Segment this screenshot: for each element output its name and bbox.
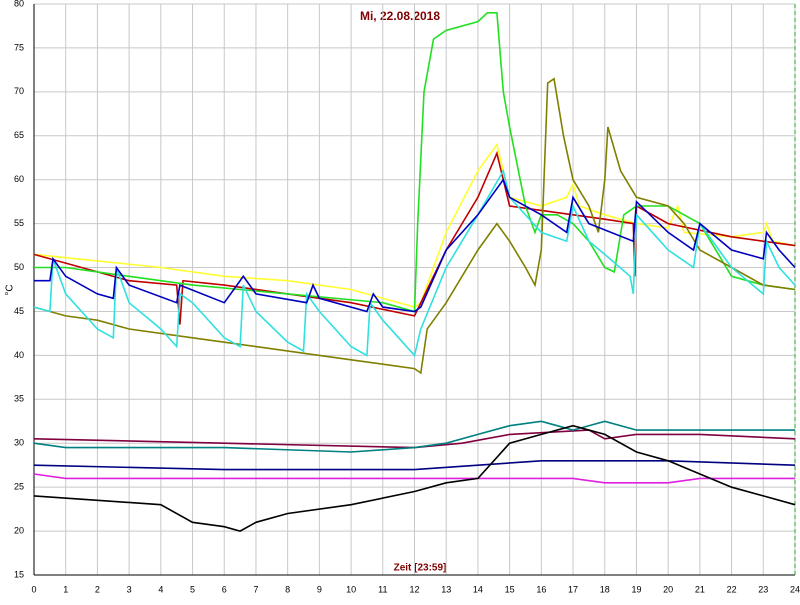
x-tick-label: 24 [790,584,800,594]
series-line [33,77,796,375]
y-tick-label: 30 [14,438,24,448]
x-tick-label: 13 [441,584,451,594]
x-tick-label: 21 [695,584,705,594]
x-tick-label: 15 [505,584,515,594]
x-tick-label: 19 [631,584,641,594]
y-tick-label: 40 [14,350,24,360]
x-tick-label: 3 [127,584,132,594]
series-line [33,420,795,453]
x-tick-label: 11 [378,584,387,594]
x-tick-label: 14 [473,584,483,594]
y-tick-label: 60 [14,174,24,184]
series-line [33,424,796,532]
y-tick-label: 70 [14,86,24,96]
y-tick-label: 20 [14,525,24,535]
y-tick-label: 55 [14,218,24,228]
x-tick-label: 22 [727,584,737,594]
y-tick-label: 75 [14,42,24,52]
x-tick-label: 8 [285,584,290,594]
x-tick-label: 2 [95,584,100,594]
x-tick-label: 4 [158,584,163,594]
x-tick-label: 1 [63,584,68,594]
y-tick-label: 50 [14,262,24,272]
x-axis-label: Zeit [23:59] [394,563,447,574]
x-tick-label: 7 [253,584,258,594]
y-tick-label: 80 [14,0,24,8]
x-tick-label: 0 [31,584,36,594]
series-line [33,168,796,358]
y-tick-label: 35 [14,394,24,404]
x-tick-label: 6 [222,584,227,594]
y-tick-label: 15 [14,569,24,579]
chart-title: Mi, 22.08.2018 [360,9,440,23]
x-tick-label: 9 [317,584,322,594]
y-axis-label: °C [5,284,16,295]
y-tick-label: 65 [14,130,24,140]
y-tick-label: 25 [14,482,24,492]
x-tick-label: 23 [758,584,768,594]
x-tick-label: 5 [190,584,195,594]
series-line [33,473,795,484]
x-tick-label: 20 [663,584,673,594]
series-line [34,178,796,313]
x-tick-label: 12 [409,584,419,594]
x-tick-label: 10 [346,584,356,594]
x-tick-label: 18 [600,584,610,594]
x-tick-label: 16 [536,584,546,594]
y-tick-label: 45 [14,306,24,316]
x-tick-label: 17 [568,584,578,594]
